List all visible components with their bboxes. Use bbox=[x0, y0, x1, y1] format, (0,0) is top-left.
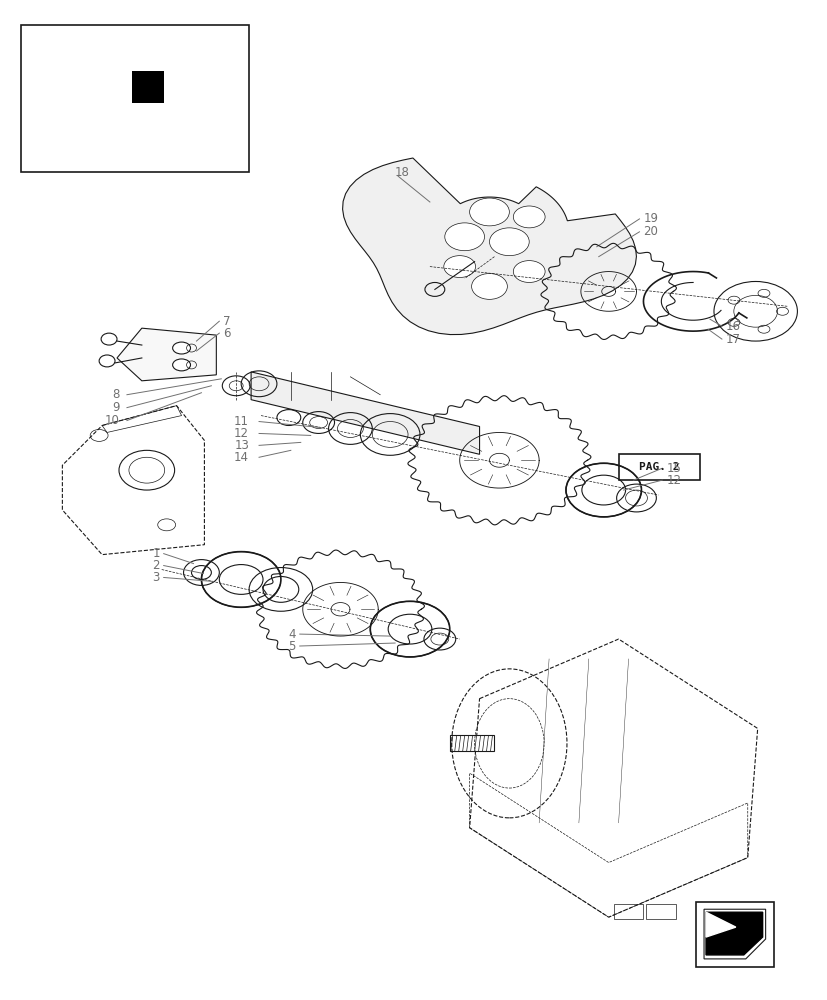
Bar bbox=[613, 904, 643, 919]
Text: 14: 14 bbox=[234, 451, 249, 464]
Bar bbox=[646, 904, 676, 919]
Ellipse shape bbox=[469, 198, 509, 226]
Ellipse shape bbox=[513, 261, 544, 282]
Polygon shape bbox=[705, 912, 762, 955]
Polygon shape bbox=[705, 912, 735, 937]
Polygon shape bbox=[251, 372, 479, 454]
Bar bbox=[618, 454, 699, 480]
Ellipse shape bbox=[513, 206, 544, 228]
Ellipse shape bbox=[172, 359, 190, 371]
Text: 11: 11 bbox=[234, 415, 249, 428]
Text: 13: 13 bbox=[234, 439, 249, 452]
Text: 4: 4 bbox=[288, 628, 295, 641]
Text: 19: 19 bbox=[643, 212, 657, 225]
Text: 1: 1 bbox=[152, 547, 160, 560]
Text: 12: 12 bbox=[666, 474, 681, 487]
Text: 5: 5 bbox=[288, 640, 295, 653]
Ellipse shape bbox=[172, 342, 190, 354]
Polygon shape bbox=[342, 158, 636, 335]
Text: 15: 15 bbox=[666, 462, 681, 475]
Polygon shape bbox=[117, 328, 216, 381]
Ellipse shape bbox=[444, 223, 484, 251]
Ellipse shape bbox=[471, 274, 507, 299]
Text: 16: 16 bbox=[725, 320, 740, 333]
Text: 10: 10 bbox=[105, 414, 120, 427]
Text: 6: 6 bbox=[223, 327, 231, 340]
Text: 9: 9 bbox=[112, 401, 120, 414]
Text: 20: 20 bbox=[643, 225, 657, 238]
Bar bbox=[696, 902, 772, 967]
Text: 18: 18 bbox=[394, 166, 409, 179]
Text: 8: 8 bbox=[112, 388, 120, 401]
Text: 17: 17 bbox=[725, 333, 740, 346]
Text: 3: 3 bbox=[152, 571, 160, 584]
Text: 2: 2 bbox=[152, 559, 160, 572]
Text: 12: 12 bbox=[234, 427, 249, 440]
Bar bbox=[21, 25, 249, 172]
Bar bbox=[131, 71, 164, 103]
Text: PAG. 2: PAG. 2 bbox=[638, 462, 679, 472]
Bar bbox=[449, 735, 494, 751]
Text: 7: 7 bbox=[223, 315, 231, 328]
Ellipse shape bbox=[489, 228, 528, 256]
Ellipse shape bbox=[443, 256, 475, 278]
